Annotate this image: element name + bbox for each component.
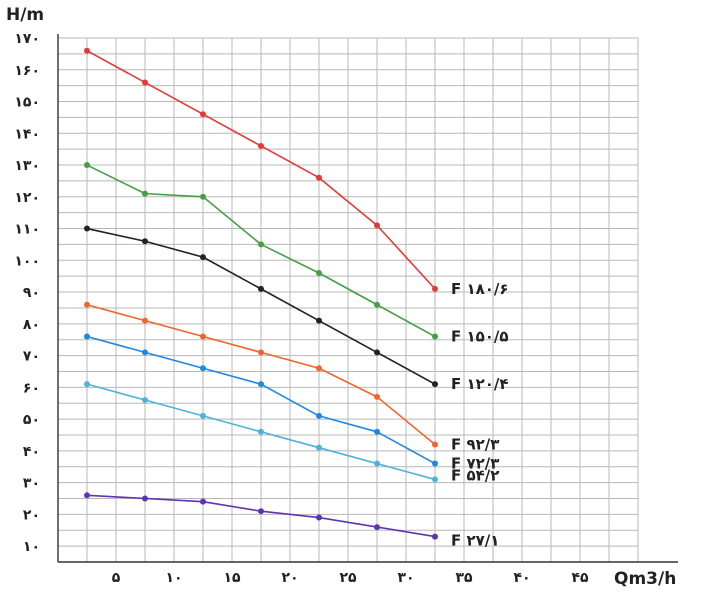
data-point [200,498,206,505]
y-tick-label: ۶۰ [23,380,40,396]
series-label: F ۲۷/۱ [451,532,499,550]
data-point [200,365,206,372]
data-point [316,270,322,277]
x-tick-label: ۱۰ [165,570,182,586]
y-tick-label: ۲۰ [23,507,40,523]
data-point [84,162,90,169]
series-labels: F ۱۸۰/۶ F ۱۵۰/۵ F ۱۲۰/۴ F ۹۲/۳ F ۷۲/۳F ۵۴/۲ F… [451,280,509,550]
y-tick-label: ۵۰ [23,412,40,428]
y-tick-label: ۷۰ [23,349,40,365]
data-point [84,47,90,54]
data-point [200,193,206,200]
data-point [432,285,438,292]
data-point [258,241,264,248]
data-point [258,381,264,388]
data-point [200,111,206,118]
x-tick-label: ۲۵ [339,570,357,586]
data-point [258,349,264,356]
data-point [316,365,322,372]
series-label: F ۱۵۰/۵ [451,328,509,346]
y-tick-label: ۱۴۰ [14,126,40,142]
data-point [316,514,322,521]
data-point [200,333,206,340]
x-tick-label: ۱۵ [223,570,241,586]
y-tick-label: ۱۷۰ [14,31,40,47]
data-point [84,381,90,388]
data-point [374,222,380,229]
y-tick-label: ۹۰ [23,285,40,301]
data-point [432,441,438,448]
series-label: F ۱۲۰/۴ [451,375,509,393]
data-point [142,190,148,197]
y-tick-label: ۸۰ [23,317,40,333]
data-point [316,412,322,419]
series-label: F ۹۲/۳ [451,435,499,453]
data-point [200,254,206,261]
axes [57,34,678,563]
x-tick-label: ۴۰ [513,570,530,586]
series-label: F ۱۸۰/۶ [451,280,509,298]
data-point [316,444,322,451]
x-tick-label: ۳۰ [397,570,414,586]
data-point [142,349,148,356]
data-point [84,492,90,499]
x-tick-label: ۲۰ [281,570,298,586]
data-point [316,174,322,181]
data-point [258,285,264,292]
data-point [374,460,380,467]
grid [57,37,639,563]
y-tick-label: ۱۶۰ [14,63,40,79]
y-tick-label: ۱۵۰ [14,95,40,111]
data-point [374,524,380,531]
y-tick-label: ۱۳۰ [14,158,40,174]
data-point [142,79,148,86]
y-axis-title: H/m [6,5,44,25]
series-label: F ۵۴/۲ [451,466,499,484]
data-point [84,301,90,308]
data-point [258,428,264,435]
data-point [142,317,148,324]
data-point [432,476,438,483]
data-point [258,142,264,149]
y-tick-label: ۱۱۰ [14,222,40,238]
data-point [258,508,264,515]
y-tick-labels: ۱۰ ۲۰ ۳۰ ۴۰ ۵۰ ۶۰ ۷۰ ۸۰ ۹۰ ۱۰۰ ۱۱۰ ۱۲۰ ۱۳۰ ۱۴۰ ۱۵۰ ۱۶۰ ۱… [14,31,40,555]
data-point [142,238,148,245]
data-point [374,393,380,400]
x-tick-label: ۵ [112,570,121,586]
series-label: F ۷۲/۳ [451,455,499,473]
x-tick-labels: ۵ ۱۰ ۱۵ ۲۰ ۲۵ ۳۰ ۳۵ ۴۰ ۴۵ [112,570,589,586]
x-tick-label: ۳۵ [455,570,473,586]
data-point [316,317,322,324]
x-tick-label: ۴۵ [571,570,589,586]
x-axis-title: Qm3/h [614,569,676,589]
y-tick-label: ۱۰۰ [14,253,40,269]
data-point [142,397,148,404]
data-point [374,349,380,356]
data-point [432,533,438,540]
data-point [84,333,90,340]
series-points [84,47,438,540]
y-tick-label: ۱۲۰ [14,190,40,206]
y-tick-label: ۳۰ [23,476,40,492]
data-point [432,333,438,340]
data-point [432,460,438,467]
y-tick-label: ۴۰ [23,444,40,460]
data-point [374,428,380,435]
data-point [142,495,148,502]
y-tick-label: ۱۰ [23,539,40,555]
data-point [200,412,206,419]
data-point [84,225,90,232]
data-point [432,381,438,388]
data-point [374,301,380,308]
